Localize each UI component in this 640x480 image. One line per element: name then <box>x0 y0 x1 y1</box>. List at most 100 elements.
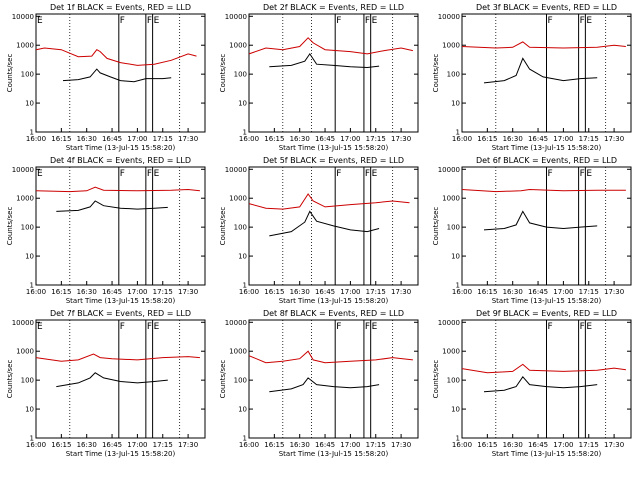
y-tick-label: 1000 <box>229 42 247 50</box>
marker-flag-label: F <box>120 169 125 179</box>
panel-title: Det 2f BLACK = Events, RED = LLD <box>263 3 404 12</box>
x-tick-label: 16:45 <box>528 288 548 296</box>
y-tick-label: 100 <box>234 377 247 385</box>
y-tick-label: 1 <box>30 435 34 443</box>
marker-flag-label: F <box>336 322 341 332</box>
x-axis-label: Start Time (13-Jul-15 15:58:20) <box>279 144 389 152</box>
event-rate-line <box>56 200 168 212</box>
y-tick-label: 1000 <box>229 348 247 356</box>
x-tick-label: 16:15 <box>477 441 497 449</box>
marker-flag-label: F <box>147 169 152 179</box>
marker-flag-label: E <box>372 322 378 332</box>
y-tick-label: 1 <box>243 435 247 443</box>
lld-rate-line <box>248 350 413 364</box>
y-tick-label: 10000 <box>225 13 247 21</box>
x-tick-label: 16:45 <box>528 441 548 449</box>
y-tick-label: 100 <box>447 71 460 79</box>
x-tick-label: 16:15 <box>264 135 284 143</box>
y-tick-label: 1000 <box>229 195 247 203</box>
x-tick-label: 16:15 <box>51 288 71 296</box>
y-axis-label: Counts/sec <box>6 54 14 93</box>
x-tick-label: 16:00 <box>239 135 259 143</box>
marker-flag-label: F <box>580 16 585 26</box>
y-tick-label: 1 <box>243 129 247 137</box>
marker-flag-label: F <box>120 16 125 26</box>
y-tick-label: 10 <box>238 100 247 108</box>
y-axis-label: Counts/sec <box>219 207 227 246</box>
y-tick-label: 10000 <box>438 166 460 174</box>
event-rate-line <box>56 372 168 388</box>
y-tick-label: 10000 <box>438 13 460 21</box>
y-axis-label: Counts/sec <box>6 207 14 246</box>
plot-frame <box>35 166 206 286</box>
x-tick-label: 16:30 <box>77 441 97 449</box>
x-tick-label: 17:30 <box>391 441 411 449</box>
y-tick-label: 1000 <box>16 195 34 203</box>
lld-rate-line <box>461 41 626 49</box>
x-tick-label: 17:30 <box>604 288 624 296</box>
x-tick-label: 16:00 <box>239 288 259 296</box>
x-tick-label: 16:15 <box>264 441 284 449</box>
marker-flag-label: E <box>586 322 592 332</box>
lld-rate-line <box>248 37 414 55</box>
marker-flag-label: F <box>365 169 370 179</box>
marker-flag-label: E <box>372 169 378 179</box>
x-tick-label: 17:15 <box>153 288 173 296</box>
marker-flag-label: F <box>365 322 370 332</box>
lld-rate-line <box>35 186 200 193</box>
x-tick-label: 16:00 <box>26 135 46 143</box>
lld-rate-line <box>461 363 626 374</box>
plot-frame <box>35 319 206 439</box>
y-axis-label: Counts/sec <box>432 207 440 246</box>
x-tick-label: 16:45 <box>315 135 335 143</box>
x-tick-label: 16:45 <box>528 135 548 143</box>
marker-flag-label: F <box>580 322 585 332</box>
y-tick-label: 1 <box>456 435 460 443</box>
panel-title: Det 4f BLACK = Events, RED = LLD <box>50 156 191 165</box>
y-tick-label: 1000 <box>442 195 460 203</box>
y-tick-label: 10 <box>451 406 460 414</box>
x-tick-label: 16:30 <box>77 288 97 296</box>
plot-frame <box>248 166 419 286</box>
y-tick-label: 10 <box>25 406 34 414</box>
marker-flag-label: E <box>154 169 160 179</box>
marker-flag-label: F <box>120 322 125 332</box>
y-tick-label: 10 <box>238 406 247 414</box>
x-axis-label: Start Time (13-Jul-15 15:58:20) <box>279 450 389 458</box>
x-tick-label: 16:30 <box>77 135 97 143</box>
x-tick-label: 16:30 <box>290 441 310 449</box>
y-tick-label: 100 <box>234 71 247 79</box>
x-tick-label: 17:30 <box>178 288 198 296</box>
x-tick-label: 16:45 <box>102 288 122 296</box>
panel-title: Det 8f BLACK = Events, RED = LLD <box>263 309 404 318</box>
y-tick-label: 10000 <box>12 319 34 327</box>
marker-flag-label: F <box>580 169 585 179</box>
x-tick-label: 17:00 <box>127 135 147 143</box>
x-tick-label: 17:15 <box>153 135 173 143</box>
x-tick-label: 17:00 <box>127 288 147 296</box>
x-tick-label: 16:15 <box>51 135 71 143</box>
x-tick-label: 16:45 <box>102 441 122 449</box>
x-tick-label: 17:30 <box>178 135 198 143</box>
marker-flag-label: F <box>548 169 553 179</box>
plot-frame <box>35 13 206 133</box>
x-tick-label: 17:15 <box>153 441 173 449</box>
y-tick-label: 10 <box>25 100 34 108</box>
panel-title: Det 6f BLACK = Events, RED = LLD <box>476 156 617 165</box>
x-axis-label: Start Time (13-Jul-15 15:58:20) <box>492 450 602 458</box>
marker-flag-label: F <box>336 16 341 26</box>
marker-flag-label: F <box>147 16 152 26</box>
x-axis-label: Start Time (13-Jul-15 15:58:20) <box>492 297 602 305</box>
y-tick-label: 100 <box>21 224 34 232</box>
y-tick-label: 100 <box>234 224 247 232</box>
panel-title: Det 1f BLACK = Events, RED = LLD <box>50 3 191 12</box>
y-tick-label: 10 <box>451 100 460 108</box>
y-tick-label: 1000 <box>442 348 460 356</box>
x-tick-label: 16:30 <box>503 441 523 449</box>
y-axis-label: Counts/sec <box>219 54 227 93</box>
x-tick-label: 16:00 <box>452 441 472 449</box>
